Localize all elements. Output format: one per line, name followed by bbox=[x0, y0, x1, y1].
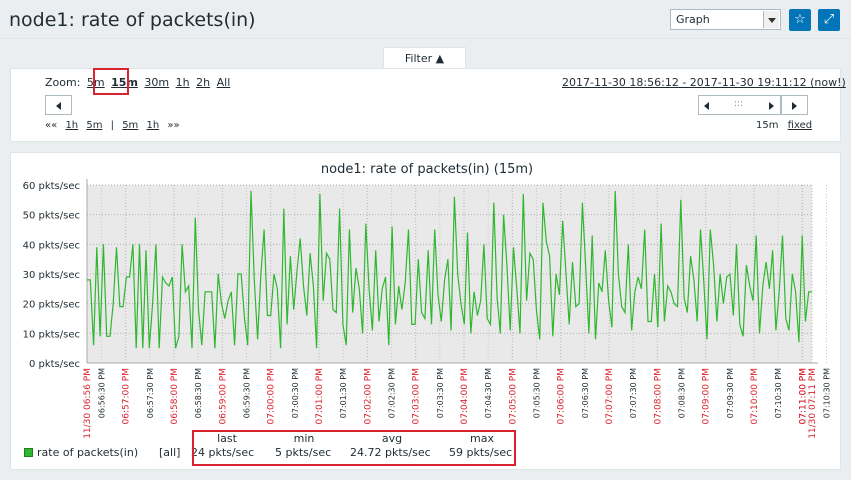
period-mode-link[interactable]: fixed bbox=[787, 120, 813, 131]
arrow-left-icon bbox=[704, 102, 709, 110]
period-duration: 15m bbox=[756, 120, 779, 131]
view-select-value: Graph bbox=[676, 13, 710, 26]
legend-swatch bbox=[24, 448, 33, 457]
x-tick-label: 07:08:30 PM bbox=[678, 368, 687, 418]
stat-header-min: min bbox=[293, 432, 315, 445]
x-tick-label: 07:08:00 PM bbox=[653, 368, 663, 424]
stat-header-last: last bbox=[217, 432, 237, 445]
y-tick-label: 20 pkts/sec bbox=[23, 300, 80, 311]
x-tick-label: 06:57:30 PM bbox=[146, 368, 155, 418]
x-tick-label: 07:09:30 PM bbox=[726, 368, 735, 418]
period-back-1h[interactable]: 1h bbox=[65, 120, 79, 131]
x-axis: 11/30 06:56 PM 06:56:30 PM 06:57:00 PM 06:5… bbox=[83, 362, 832, 439]
stat-header-max: max bbox=[470, 432, 494, 445]
y-tick-label: 40 pkts/sec bbox=[23, 240, 80, 251]
legend-filter: [all] bbox=[159, 446, 181, 459]
fullscreen-icon: ⤢ bbox=[823, 12, 835, 27]
x-tick-label: 06:56:30 PM bbox=[98, 368, 107, 418]
x-tick-label: 07:11:00 PM bbox=[798, 368, 808, 424]
grip-icon: ::: bbox=[734, 99, 744, 109]
x-tick-label: 07:01:00 PM bbox=[315, 368, 325, 424]
stat-value-avg: 24.72 pkts/sec bbox=[350, 446, 431, 459]
x-tick-label: 07:06:30 PM bbox=[581, 368, 590, 418]
period-back-5m[interactable]: 5m bbox=[86, 120, 103, 131]
stats-highlight bbox=[192, 430, 516, 466]
date-range[interactable]: 2017-11-30 18:56:12 - 2017-11-30 19:11:1… bbox=[562, 76, 846, 89]
x-tick-label: 07:04:30 PM bbox=[484, 368, 493, 418]
zoom-highlight bbox=[93, 68, 129, 95]
chart-title: node1: rate of packets(in) (15m) bbox=[321, 162, 533, 177]
x-tick-label: 07:03:00 PM bbox=[412, 368, 422, 424]
header-divider bbox=[0, 38, 851, 39]
x-tick-label: 07:04:00 PM bbox=[460, 368, 470, 424]
x-tick-label: 07:10:30 PM bbox=[823, 368, 832, 418]
x-tick-label: 07:10:00 PM bbox=[750, 368, 760, 424]
period-back-all[interactable]: «« bbox=[45, 120, 58, 131]
period-nav: «« 1h 5m | 5m 1h »» bbox=[45, 120, 185, 131]
filter-tab[interactable]: Filter ▲ bbox=[383, 47, 466, 69]
y-tick-label: 50 pkts/sec bbox=[23, 211, 80, 222]
zoom-option-30m[interactable]: 30m bbox=[144, 76, 170, 89]
fullscreen-button[interactable]: ⤢ bbox=[818, 9, 840, 31]
period-fwd-1h[interactable]: 1h bbox=[146, 120, 160, 131]
arrow-right-icon bbox=[769, 102, 774, 110]
x-tick-label: 07:00:00 PM bbox=[267, 368, 277, 424]
scroll-right-button[interactable] bbox=[781, 95, 808, 115]
x-tick-label: 07:07:30 PM bbox=[629, 368, 638, 418]
zoom-option-2h[interactable]: 2h bbox=[196, 76, 211, 89]
x-tick-label: 07:01:30 PM bbox=[339, 368, 348, 418]
x-tick-label: 07:00:30 PM bbox=[291, 368, 300, 418]
x-tick-label: 07:07:00 PM bbox=[605, 368, 615, 424]
x-tick-label: 07:05:30 PM bbox=[533, 368, 542, 418]
zoom-option-all[interactable]: All bbox=[216, 76, 231, 89]
zoom-option-15m[interactable]: 15m bbox=[111, 76, 138, 89]
zoom-label: Zoom: bbox=[45, 76, 81, 89]
x-tick-label: 07:10:30 PM bbox=[774, 368, 783, 418]
arrow-left-icon bbox=[56, 102, 61, 110]
stat-value-max: 59 pkts/sec bbox=[449, 446, 513, 459]
period-fwd-5m[interactable]: 5m bbox=[122, 120, 139, 131]
x-tick-label: 11/30 06:56 PM bbox=[83, 368, 93, 439]
legend-series-name: rate of packets(in) bbox=[37, 446, 139, 459]
x-tick-label: 06:59:00 PM bbox=[218, 368, 228, 424]
x-tick-label: 07:05:00 PM bbox=[508, 368, 518, 424]
x-tick-label: 07:09:00 PM bbox=[702, 368, 712, 424]
period-fwd-all[interactable]: »» bbox=[167, 120, 180, 131]
graph-chart: node1: rate of packets(in) (15m) 0 pkts/… bbox=[23, 162, 832, 439]
scrollbar-handle[interactable]: ::: bbox=[698, 95, 781, 115]
zoom-bar: Zoom: 5m 15m 30m 1h 2h All bbox=[45, 76, 233, 89]
period-right: 15m fixed bbox=[756, 120, 812, 131]
x-tick-label: 07:02:00 PM bbox=[363, 368, 373, 424]
y-tick-label: 10 pkts/sec bbox=[23, 329, 80, 340]
x-tick-label: 07:11:00 PM bbox=[798, 368, 808, 424]
stat-value-last: 24 pkts/sec bbox=[191, 446, 255, 459]
scroll-left-button[interactable] bbox=[45, 95, 72, 115]
zoom-option-5m[interactable]: 5m bbox=[86, 76, 105, 89]
series-line bbox=[87, 190, 812, 349]
x-tick-label: 06:58:30 PM bbox=[194, 368, 203, 418]
period-separator: | bbox=[110, 120, 114, 131]
x-tick-label: 06:57:00 PM bbox=[122, 368, 132, 424]
stat-header-avg: avg bbox=[381, 432, 403, 445]
arrow-right-icon bbox=[792, 102, 797, 110]
x-tick-label: 06:58:00 PM bbox=[170, 368, 180, 424]
y-tick-label: 0 pkts/sec bbox=[29, 359, 80, 370]
y-tick-label: 60 pkts/sec bbox=[23, 181, 80, 192]
x-tick-label: 11/30 07:11 PM bbox=[808, 368, 818, 439]
x-tick-label: 07:06:00 PM bbox=[557, 368, 567, 424]
stat-value-min: 5 pkts/sec bbox=[275, 446, 332, 459]
y-axis: 0 pkts/sec 10 pkts/sec 20 pkts/sec 30 pkts/… bbox=[23, 179, 88, 370]
star-icon: ☆ bbox=[794, 12, 806, 27]
view-select[interactable]: Graph bbox=[670, 9, 781, 30]
x-tick-label: 06:59:30 PM bbox=[243, 368, 252, 418]
favorite-button[interactable]: ☆ bbox=[789, 9, 811, 31]
zoom-option-1h[interactable]: 1h bbox=[175, 76, 190, 89]
x-tick-label: 07:02:30 PM bbox=[388, 368, 397, 418]
chevron-down-icon[interactable] bbox=[763, 11, 779, 28]
y-tick-label: 30 pkts/sec bbox=[23, 270, 80, 281]
x-tick-label: 07:03:30 PM bbox=[436, 368, 445, 418]
page-title: node1: rate of packets(in) bbox=[9, 9, 256, 31]
